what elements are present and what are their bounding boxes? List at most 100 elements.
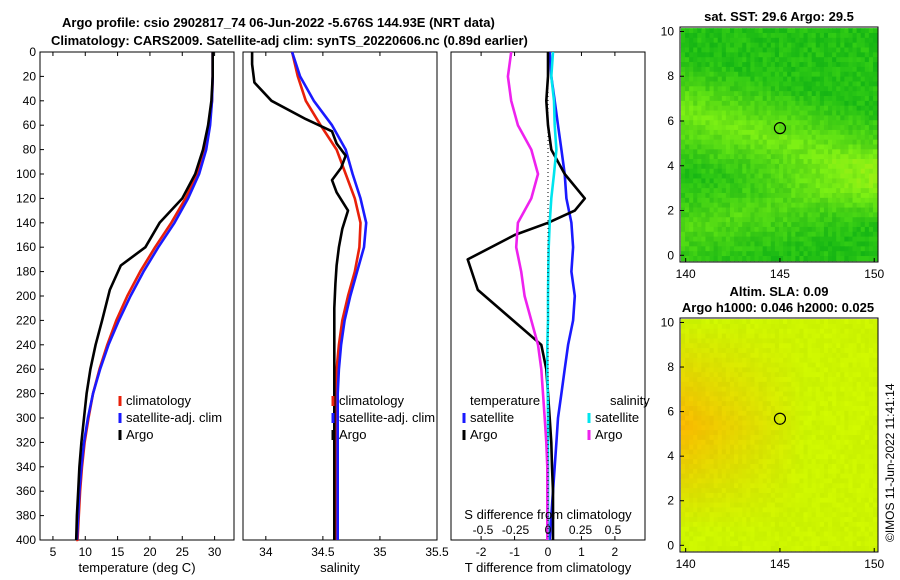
sla-heatmap-cell — [709, 352, 715, 359]
sla-ytick-label: 4 — [667, 449, 674, 463]
sst-heatmap-cell — [762, 197, 768, 204]
sla-heatmap-cell — [864, 381, 870, 388]
sla-heatmap-cell — [856, 352, 862, 359]
sst-heatmap-cell — [701, 192, 706, 199]
sla-heatmap-cell — [844, 517, 849, 523]
sla-heatmap-cell — [864, 430, 870, 436]
sla-heatmap-cell — [738, 381, 743, 388]
sst-heatmap-cell — [779, 226, 784, 233]
sla-heatmap-cell — [832, 430, 837, 436]
sla-heatmap-cell — [807, 357, 813, 363]
sla-heatmap-cell — [754, 362, 759, 368]
sst-heatmap-cell — [734, 47, 739, 53]
sst-heatmap-cell — [803, 241, 808, 247]
sla-heatmap-cell — [709, 420, 715, 426]
sst-heatmap-cell — [787, 139, 792, 145]
sst-heatmap-cell — [770, 129, 776, 136]
sla-heatmap-cell — [685, 526, 690, 532]
sst-heatmap-cell — [766, 120, 772, 126]
sla-heatmap-cell — [680, 343, 686, 349]
sla-heatmap-cell — [864, 473, 870, 479]
sst-heatmap-cell — [766, 207, 772, 213]
sla-heatmap-cell — [848, 415, 853, 421]
sla-heatmap-cell — [868, 541, 874, 547]
sla-heatmap-cell — [758, 502, 764, 508]
sla-heatmap-cell — [701, 449, 706, 455]
sst-heatmap-cell — [717, 96, 723, 102]
sla-heatmap-cell — [807, 420, 813, 426]
sla-heatmap-cell — [779, 415, 784, 421]
sst-heatmap-cell — [680, 57, 686, 63]
sst-heatmap-cell — [779, 52, 784, 58]
sla-heatmap-cell — [828, 531, 833, 537]
sla-heatmap-cell — [836, 488, 841, 494]
sst-heatmap-cell — [848, 105, 853, 111]
sst-heatmap-cell — [725, 71, 731, 78]
sla-heatmap-cell — [717, 352, 723, 359]
sst-heatmap-cell — [713, 66, 719, 73]
sst-heatmap-cell — [815, 100, 821, 107]
sst-heatmap-cell — [762, 47, 768, 53]
depth-tick-label: 60 — [23, 118, 37, 132]
sla-heatmap-cell — [815, 473, 821, 479]
sst-heatmap-cell — [795, 183, 800, 189]
sla-heatmap-cell — [750, 391, 755, 397]
sst-heatmap-cell — [729, 105, 735, 111]
sla-heatmap-cell — [762, 396, 768, 402]
sla-heatmap-cell — [693, 497, 698, 503]
sla-heatmap-cell — [729, 323, 735, 330]
sst-heatmap-cell — [864, 149, 870, 155]
sla-heatmap-cell — [705, 343, 710, 349]
sst-heatmap-cell — [721, 212, 727, 218]
sst-heatmap-cell — [766, 66, 772, 73]
sla-heatmap-cell — [836, 338, 841, 344]
sla-heatmap-cell — [828, 512, 833, 518]
sst-heatmap-cell — [742, 183, 747, 189]
diff-legend-label: Argo — [595, 427, 622, 442]
sla-heatmap-cell — [709, 468, 715, 475]
sla-heatmap-cell — [734, 517, 739, 523]
sst-heatmap-cell — [799, 183, 804, 189]
sst-heatmap-cell — [828, 159, 833, 165]
sla-heatmap-cell — [689, 333, 694, 339]
sal-legend-label: climatology — [339, 393, 405, 408]
sst-heatmap-cell — [795, 236, 800, 242]
sst-heatmap-cell — [713, 256, 719, 262]
sla-heatmap-cell — [709, 512, 715, 518]
sla-heatmap-cell — [864, 439, 870, 446]
sla-heatmap-cell — [779, 459, 784, 465]
sla-heatmap-cell — [713, 362, 719, 368]
sst-heatmap-cell — [770, 192, 776, 199]
sst-heatmap-cell — [864, 256, 870, 262]
sla-heatmap-cell — [758, 420, 764, 426]
sst-heatmap-cell — [685, 256, 690, 262]
sla-heatmap-cell — [832, 531, 837, 537]
sla-heatmap-cell — [828, 367, 833, 373]
sla-heatmap-cell — [693, 401, 698, 407]
sst-heatmap-cell — [766, 96, 772, 102]
sla-heatmap-cell — [828, 463, 833, 470]
sst-heatmap-cell — [852, 32, 858, 39]
sst-heatmap-cell — [758, 226, 764, 233]
sla-heatmap-cell — [823, 348, 829, 354]
sla-heatmap-cell — [754, 536, 759, 542]
sla-heatmap-cell — [721, 415, 727, 421]
sla-heatmap-cell — [680, 367, 686, 373]
sst-heatmap-cell — [787, 226, 792, 233]
sla-heatmap-cell — [868, 328, 874, 334]
sst-heatmap-cell — [738, 96, 743, 102]
sst-heatmap-cell — [795, 217, 800, 223]
sst-heatmap-cell — [868, 251, 874, 257]
sla-heatmap-cell — [819, 459, 825, 465]
sla-heatmap-cell — [693, 333, 698, 339]
sla-heatmap-cell — [762, 377, 768, 383]
sst-heatmap-cell — [856, 251, 862, 257]
sla-heatmap-cell — [783, 386, 788, 392]
sst-heatmap-cell — [803, 197, 808, 204]
sla-heatmap-cell — [791, 468, 796, 475]
sla-heatmap-cell — [815, 536, 821, 542]
sst-heatmap-cell — [779, 28, 784, 34]
sla-heatmap-cell — [721, 377, 727, 383]
sla-heatmap-cell — [832, 473, 837, 479]
sst-heatmap-cell — [787, 241, 792, 247]
